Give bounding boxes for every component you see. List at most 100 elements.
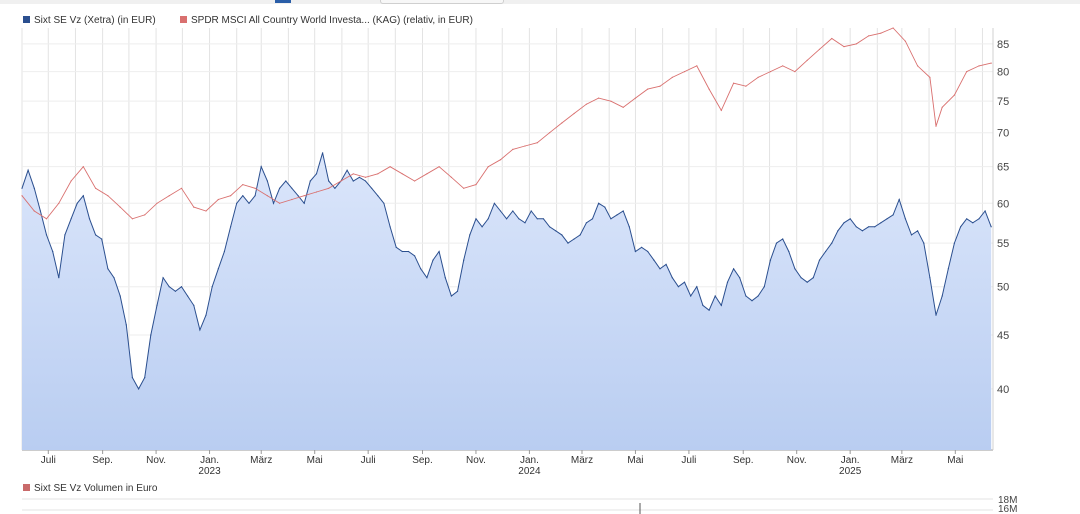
x-tick-label: Juli bbox=[41, 455, 56, 466]
data-point-spdr bbox=[82, 166, 84, 168]
data-point-sixt bbox=[610, 218, 612, 220]
data-point-sixt bbox=[162, 277, 164, 279]
data-point-sixt bbox=[322, 152, 324, 154]
y-axis-ticks: 40 45 50 55 60 65 70 75 80 85 bbox=[997, 39, 1009, 396]
data-point-spdr bbox=[401, 173, 403, 175]
data-point-sixt bbox=[223, 250, 225, 253]
data-point-sixt bbox=[720, 304, 722, 306]
data-point-sixt bbox=[174, 290, 176, 292]
data-point-sixt bbox=[309, 180, 311, 182]
data-point-spdr bbox=[193, 206, 195, 208]
series-area-sixt bbox=[22, 152, 992, 451]
data-point-spdr bbox=[978, 65, 980, 67]
data-point-sixt bbox=[493, 202, 495, 204]
x-year-label: 2023 bbox=[198, 466, 221, 477]
legend-volume: Sixt SE Vz Volumen in Euro bbox=[23, 483, 157, 494]
data-point-spdr bbox=[303, 195, 305, 197]
data-point-spdr bbox=[831, 37, 833, 40]
data-point-spdr bbox=[463, 187, 465, 189]
active-tab-indicator[interactable] bbox=[275, 0, 291, 3]
data-point-sixt bbox=[70, 218, 72, 220]
data-point-sixt bbox=[788, 250, 790, 253]
legend-label-volume: Sixt SE Vz Volumen in Euro bbox=[34, 483, 158, 494]
data-point-sixt bbox=[880, 222, 882, 224]
data-point-spdr bbox=[990, 62, 992, 64]
line-layer bbox=[21, 27, 992, 390]
data-point-spdr bbox=[266, 195, 268, 197]
data-point-spdr bbox=[144, 214, 146, 216]
y-tick-label: 65 bbox=[997, 162, 1009, 174]
data-point-sixt bbox=[536, 218, 538, 220]
data-point-sixt bbox=[886, 218, 888, 220]
y-tick-label: 85 bbox=[997, 39, 1009, 51]
data-point-sixt bbox=[21, 187, 23, 189]
data-point-spdr bbox=[450, 176, 452, 178]
data-point-sixt bbox=[236, 202, 238, 204]
data-point-sixt bbox=[512, 210, 514, 212]
data-point-sixt bbox=[377, 195, 379, 197]
data-point-sixt bbox=[456, 290, 459, 292]
data-point-spdr bbox=[929, 76, 931, 78]
data-point-sixt bbox=[450, 295, 452, 297]
data-point-sixt bbox=[855, 226, 857, 228]
data-point-sixt bbox=[671, 277, 673, 279]
data-point-spdr bbox=[634, 97, 637, 99]
data-point-sixt bbox=[941, 295, 943, 297]
data-point-sixt bbox=[272, 202, 275, 204]
data-point-sixt bbox=[573, 238, 575, 240]
toolbar-button[interactable] bbox=[380, 0, 504, 4]
data-point-sixt bbox=[935, 314, 937, 316]
data-point-spdr bbox=[598, 97, 600, 99]
y-tick-label: 45 bbox=[997, 330, 1009, 342]
data-point-sixt bbox=[113, 277, 115, 279]
data-point-sixt bbox=[579, 234, 581, 236]
y-tick-label: 60 bbox=[997, 198, 1009, 210]
data-point-spdr bbox=[696, 65, 698, 67]
data-point-sixt bbox=[266, 180, 268, 182]
x-tick-label: Mai bbox=[947, 455, 963, 466]
x-tick-label: Mai bbox=[307, 455, 323, 466]
data-point-spdr bbox=[708, 88, 710, 90]
data-point-sixt bbox=[168, 286, 170, 288]
data-point-spdr bbox=[475, 184, 477, 186]
y-tick-label: 75 bbox=[997, 96, 1009, 108]
data-point-sixt bbox=[555, 230, 557, 232]
volume-tick-label: 18M bbox=[998, 495, 1017, 506]
data-point-sixt bbox=[812, 277, 814, 279]
x-tick-label: März bbox=[571, 455, 593, 466]
data-point-sixt bbox=[407, 250, 410, 253]
data-point-sixt bbox=[45, 234, 48, 236]
data-point-sixt bbox=[677, 286, 680, 288]
data-point-spdr bbox=[561, 122, 563, 124]
data-point-sixt bbox=[358, 176, 360, 178]
data-point-sixt bbox=[475, 218, 477, 220]
data-point-sixt bbox=[481, 226, 483, 228]
data-point-sixt bbox=[88, 218, 91, 220]
data-point-spdr bbox=[242, 184, 244, 186]
x-year-label: 2024 bbox=[518, 466, 541, 477]
volume-tick-label: 16M bbox=[998, 504, 1017, 514]
data-point-sixt bbox=[775, 242, 778, 244]
data-point-sixt bbox=[874, 226, 876, 228]
data-point-sixt bbox=[542, 218, 545, 220]
data-point-sixt bbox=[910, 234, 913, 236]
data-point-spdr bbox=[794, 71, 796, 73]
data-point-sixt bbox=[144, 377, 146, 379]
data-point-sixt bbox=[254, 195, 256, 197]
data-point-sixt bbox=[818, 259, 821, 261]
data-point-sixt bbox=[260, 166, 262, 168]
data-point-spdr bbox=[806, 59, 808, 61]
data-point-sixt bbox=[868, 226, 870, 228]
data-point-spdr bbox=[315, 191, 318, 193]
x-tick-label: Mai bbox=[627, 455, 643, 466]
data-point-sixt bbox=[193, 304, 195, 306]
data-point-sixt bbox=[506, 218, 508, 220]
data-point-sixt bbox=[420, 268, 422, 270]
legend-label-sixt: Sixt SE Vz (Xetra) (in EUR) bbox=[34, 15, 156, 26]
data-point-spdr bbox=[254, 187, 256, 189]
data-point-sixt bbox=[849, 218, 851, 220]
data-point-sixt bbox=[199, 329, 201, 331]
data-point-spdr bbox=[524, 145, 526, 147]
